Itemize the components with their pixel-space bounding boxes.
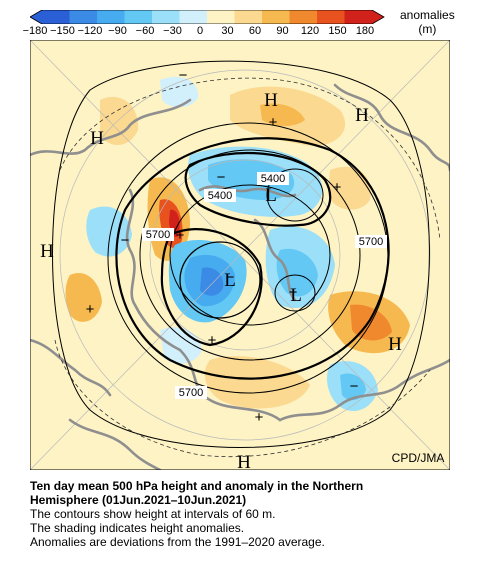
colorbar-bin: [179, 10, 207, 24]
negative-anomaly-marker: −: [217, 169, 226, 186]
negative-anomaly-marker: −: [179, 67, 188, 84]
high-marker: H: [40, 241, 54, 262]
colorbar-bin: [42, 10, 70, 24]
colorbar-units: anomalies (m): [400, 8, 455, 36]
colorbar-tick: 120: [300, 25, 320, 37]
anomaly-negative-area: [276, 248, 318, 297]
colorbar-tick: 150: [328, 25, 347, 37]
contour-label: 5700: [359, 236, 383, 248]
low-marker: L: [290, 285, 302, 306]
colorbar-bin: [262, 10, 290, 24]
low-marker: L: [265, 185, 277, 206]
hemisphere-map: 5400 5400 5700 5700 5700 H H H H H H L L…: [30, 40, 450, 470]
high-marker: H: [264, 90, 278, 111]
high-marker: H: [237, 452, 251, 470]
colorbar-bin: [152, 10, 180, 24]
colorbar-unit: (m): [418, 22, 437, 36]
caption-line: Anomalies are deviations from the 1991–2…: [30, 535, 325, 549]
contour-label-box: [175, 386, 207, 399]
colorbar-tick: 60: [248, 25, 262, 37]
positive-anomaly-marker: +: [255, 409, 264, 426]
contour-label: 5400: [261, 173, 285, 185]
colorbar-bin: [344, 10, 372, 24]
caption-line: The contours show height at intervals of…: [30, 507, 276, 521]
height-contours-bold: [115, 137, 390, 380]
high-marker: H: [388, 334, 402, 355]
colorbar-bin: [207, 10, 235, 24]
positive-anomaly-marker: +: [176, 227, 185, 244]
colorbar-bin: [69, 10, 97, 24]
anomaly-positive-area: [204, 356, 310, 409]
colorbar-tick: 30: [221, 25, 234, 37]
contour-label-box: [142, 228, 174, 241]
colorbar-tick: 180: [355, 25, 375, 37]
colorbar-bin: [97, 10, 125, 24]
contour-label-box: [204, 189, 236, 202]
anomaly-negative-area: [86, 206, 132, 257]
negative-anomaly-marker: −: [121, 232, 130, 249]
anomaly-positive-area: [65, 273, 102, 322]
anomaly-negative-area: [340, 373, 366, 401]
contour-label-box: [355, 235, 387, 248]
negative-anomaly-marker: −: [350, 378, 359, 395]
map-credit: CPD/JMA: [392, 451, 445, 465]
positive-anomaly-marker: +: [208, 332, 217, 349]
map-graticule: [30, 40, 450, 470]
contour-label: 5700: [179, 387, 203, 399]
colorbar-tick: −150: [50, 25, 75, 37]
colorbar-label: anomalies: [400, 8, 455, 22]
contour-label-box: [257, 172, 289, 185]
high-marker: H: [355, 105, 369, 126]
colorbar-tick: 90: [276, 25, 289, 37]
colorbar-bin: [317, 10, 345, 24]
colorbar-tick: −180: [22, 25, 48, 37]
colorbar-tick: −90: [108, 25, 127, 37]
anomaly-negative-area: [200, 267, 224, 296]
positive-anomaly-marker: +: [86, 301, 95, 318]
caption-line: The shading indicates height anomalies.: [30, 521, 245, 535]
negative-anomaly-marker: −: [226, 269, 235, 286]
colorbar-tick: −30: [163, 25, 182, 37]
negative-anomaly-marker: −: [289, 284, 298, 301]
colorbar-low-arrow: [30, 10, 42, 24]
colorbar-bin: [289, 10, 317, 24]
contour-label: 5400: [208, 190, 232, 202]
anomaly-negative-area: [160, 327, 202, 364]
anomaly-colorbar: [30, 10, 385, 24]
colorbar-tick-labels: −180 −150 −120 −90 −60 −30 0 30 60 90 12…: [23, 25, 395, 39]
caption-title-cont: Hemisphere (01Jun.2021–10Jun.2021): [30, 493, 247, 507]
colorbar-bin: [124, 10, 152, 24]
dashed-anomaly-zero: [54, 77, 441, 458]
contour-label-group: 5400 5400 5700 5700 5700: [142, 172, 387, 399]
caption-title: Ten day mean 500 hPa height and anomaly …: [30, 479, 364, 493]
positive-anomaly-marker: +: [269, 114, 278, 131]
positive-anomaly-marker: +: [333, 179, 342, 196]
pressure-centers: H H H H H H L L L: [40, 90, 402, 470]
colorbar-high-arrow: [372, 10, 384, 24]
colorbar-tick: −60: [135, 25, 155, 37]
anomaly-positive-area: [100, 96, 139, 146]
figure-caption: Ten day mean 500 hPa height and anomaly …: [30, 479, 470, 549]
colorbar-bin: [234, 10, 262, 24]
colorbar-tick: 0: [196, 25, 204, 37]
colorbar-tick: −120: [77, 25, 103, 37]
coastlines: [30, 83, 450, 470]
low-marker: L: [224, 270, 236, 291]
anomaly-positive-area: [260, 103, 305, 126]
anomaly-centers: + + + + + + − − − − − −: [86, 67, 359, 426]
contour-label: 5700: [146, 229, 170, 241]
high-marker: H: [90, 128, 104, 149]
